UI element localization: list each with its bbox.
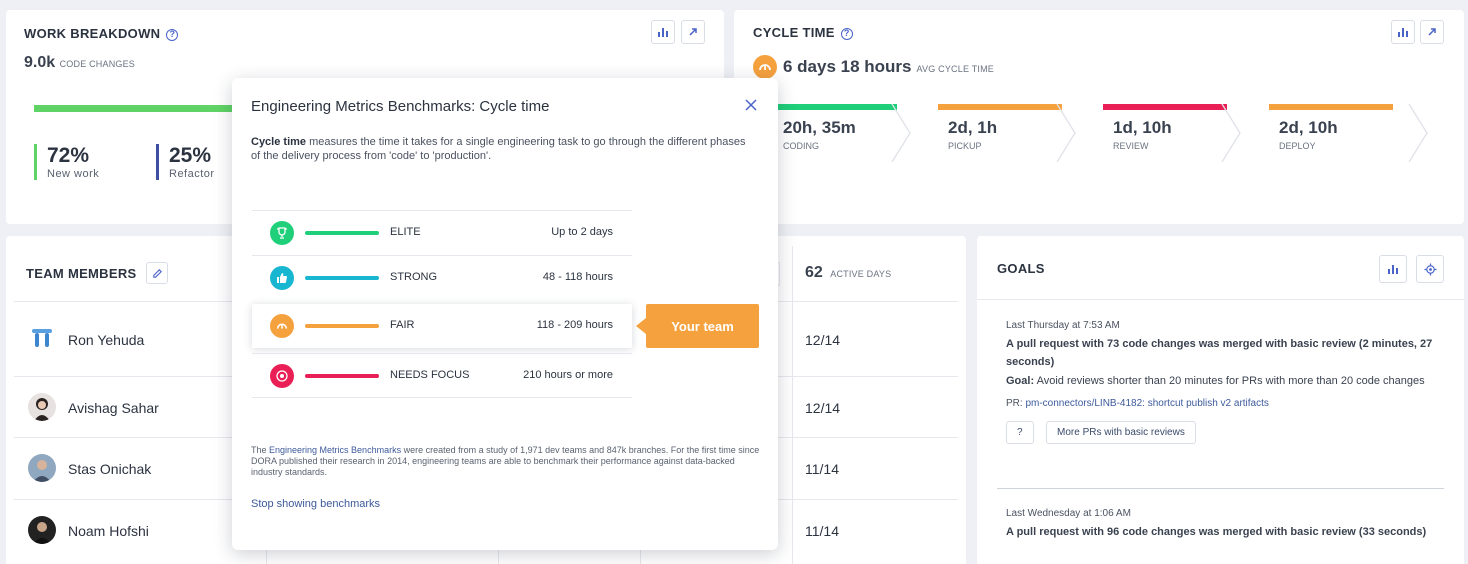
- gear-icon-button[interactable]: [1416, 255, 1444, 283]
- active-days-header: 62 ACTIVE DAYS: [805, 264, 892, 281]
- popover-footer: The Engineering Metrics Benchmarks were …: [251, 445, 760, 477]
- cycle-stage-review[interactable]: 1d, 10h REVIEW: [1103, 104, 1241, 162]
- target-icon: [270, 364, 294, 388]
- cycle-time-summary: 6 days 18 hours AVG CYCLE TIME: [753, 55, 994, 79]
- goal-entry: Last Wednesday at 1:06 AM A pull request…: [1006, 508, 1436, 541]
- avatar: [28, 393, 56, 421]
- goals-title: GOALS: [997, 261, 1045, 276]
- chevron-right-icon: [891, 104, 911, 162]
- goal-pr: PR: pm-connectors/LINB-4182: shortcut pu…: [1006, 398, 1269, 409]
- goal-entry: Last Thursday at 7:53 AM A pull request …: [1006, 320, 1436, 444]
- work-breakdown-bar: [34, 105, 264, 112]
- member-active-days: 12/14: [805, 332, 841, 348]
- expand-icon-button[interactable]: [1420, 20, 1444, 44]
- member-active-days: 11/14: [805, 523, 839, 539]
- member-name: Stas Onichak: [68, 461, 152, 477]
- popover-description: Cycle time measures the time it takes fo…: [251, 136, 746, 162]
- benchmark-divider: [252, 397, 632, 398]
- chart-icon-button[interactable]: [1379, 255, 1407, 283]
- more-prs-button[interactable]: More PRs with basic reviews: [1046, 421, 1196, 444]
- close-icon[interactable]: [744, 98, 760, 114]
- cycle-stage-coding[interactable]: 20h, 35m CODING: [773, 104, 911, 162]
- goal-headline: A pull request with 96 code changes was …: [1006, 526, 1427, 538]
- cycle-stage-deploy[interactable]: 2d, 10h DEPLOY: [1269, 104, 1428, 162]
- chart-icon-button[interactable]: [1391, 20, 1415, 44]
- benchmark-tier-fair: FAIR 118 - 209 hours: [252, 304, 632, 348]
- member-active-days: 12/14: [805, 400, 841, 416]
- your-team-badge: Your team: [646, 304, 759, 348]
- chart-icon-button[interactable]: [651, 20, 675, 44]
- goals-card: [977, 236, 1464, 564]
- gauge-icon: [270, 314, 294, 338]
- chevron-right-icon: [1056, 104, 1076, 162]
- thumbs-up-icon: [270, 266, 294, 290]
- benchmark-tier-strong: STRONG 48 - 118 hours: [252, 255, 632, 300]
- cycle-time-card: [734, 10, 1464, 224]
- goals-divider: [977, 299, 1464, 300]
- member-active-days: 11/14: [805, 461, 839, 477]
- avatar: [28, 454, 56, 482]
- goal-headline: A pull request with 73 code changes was …: [1006, 338, 1433, 368]
- help-icon[interactable]: ?: [840, 28, 853, 40]
- cycle-time-title: CYCLE TIME?: [753, 25, 853, 40]
- chevron-right-icon: [1408, 104, 1428, 162]
- expand-icon-button[interactable]: [681, 20, 705, 44]
- member-name: Noam Hofshi: [68, 523, 149, 539]
- column-divider: [498, 540, 499, 564]
- column-divider: [266, 540, 267, 564]
- avatar: [28, 516, 56, 544]
- column-divider: [640, 540, 641, 564]
- code-changes-summary: 9.0k CODE CHANGES: [24, 54, 136, 71]
- chevron-right-icon: [1221, 104, 1241, 162]
- help-icon[interactable]: ?: [166, 29, 179, 41]
- benchmarks-popover: Engineering Metrics Benchmarks: Cycle ti…: [232, 78, 778, 550]
- your-team-pointer: [636, 318, 646, 334]
- goal-description: Goal: Avoid reviews shorter than 20 minu…: [1006, 375, 1425, 387]
- avatar: [28, 324, 56, 352]
- stop-showing-benchmarks-link[interactable]: Stop showing benchmarks: [251, 498, 381, 510]
- cycle-stage-pickup[interactable]: 2d, 1h PICKUP: [938, 104, 1076, 162]
- team-members-title: TEAM MEMBERS: [26, 266, 137, 281]
- popover-title: Engineering Metrics Benchmarks: Cycle ti…: [251, 98, 550, 115]
- breakdown-item-refactor: 25% Refactor: [156, 144, 215, 180]
- member-name: Avishag Sahar: [68, 400, 159, 416]
- help-button[interactable]: ?: [1006, 421, 1034, 444]
- gauge-icon: [753, 55, 777, 79]
- benchmark-tier-elite: ELITE Up to 2 days: [252, 210, 632, 255]
- edit-icon-button[interactable]: [146, 262, 168, 284]
- benchmarks-link[interactable]: Engineering Metrics Benchmarks: [269, 445, 402, 455]
- member-name: Ron Yehuda: [68, 332, 145, 348]
- breakdown-item-new-work: 72% New work: [34, 144, 99, 180]
- column-divider: [792, 246, 793, 564]
- pr-link[interactable]: pm-connectors/LINB-4182: shortcut publis…: [1025, 398, 1269, 409]
- work-breakdown-title: WORK BREAKDOWN?: [24, 26, 179, 41]
- goal-divider: [997, 488, 1444, 489]
- trophy-icon: [270, 221, 294, 245]
- benchmark-tier-needs-focus: NEEDS FOCUS 210 hours or more: [252, 353, 632, 398]
